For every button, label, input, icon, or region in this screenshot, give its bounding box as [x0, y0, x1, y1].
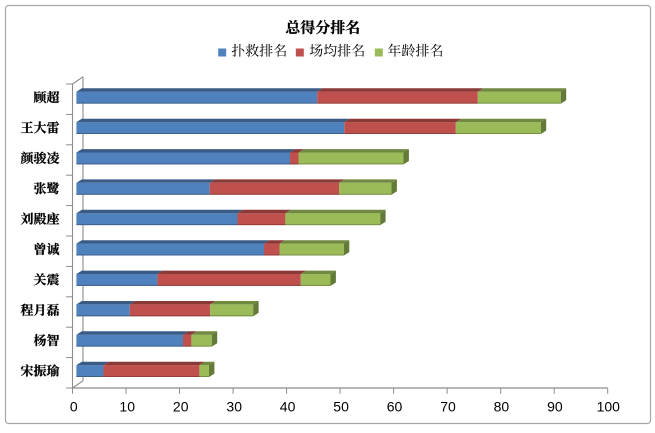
svg-text:20: 20 [173, 399, 189, 415]
svg-text:90: 90 [547, 399, 563, 415]
svg-text:0: 0 [70, 399, 78, 415]
svg-text:50: 50 [333, 399, 349, 415]
svg-text:70: 70 [440, 399, 456, 415]
svg-text:60: 60 [387, 399, 403, 415]
svg-text:100: 100 [597, 399, 621, 415]
svg-text:30: 30 [226, 399, 242, 415]
svg-text:80: 80 [494, 399, 510, 415]
svg-text:10: 10 [119, 399, 135, 415]
svg-text:40: 40 [280, 399, 296, 415]
